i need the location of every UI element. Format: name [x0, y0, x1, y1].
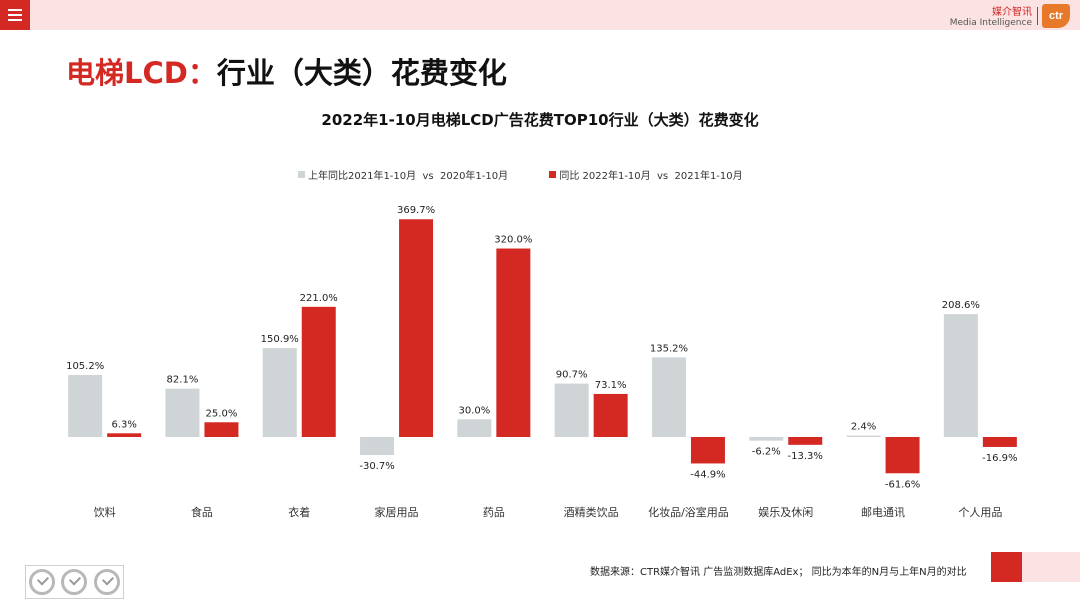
- chart-title: 2022年1-10月电梯LCD广告花费TOP10行业（大类）花费变化: [321, 111, 759, 129]
- bar-chart: 105.2% 6.3% 饮料 82.1% 25.0% 食品 150.9% 221.0% 衣着 -3…: [66, 205, 1017, 519]
- legend-item-current-year: 同比 2022年1-10月 vs 2021年1-10月: [549, 167, 743, 182]
- data-label-prev-5: 90.7%: [556, 370, 588, 381]
- legend-label-prev-year: 上年同比2021年1-10月 vs 2020年1-10月: [308, 171, 509, 182]
- bar-prev-2: [262, 348, 297, 437]
- page-title-accent: 电梯LCD：: [66, 56, 217, 90]
- logo-en: Media Intelligence: [949, 18, 1032, 28]
- bar-curr-0: [107, 433, 142, 437]
- category-label-3: 家居用品: [375, 505, 419, 519]
- category-label-0: 饮料: [94, 505, 116, 519]
- logo-divider: [1037, 7, 1038, 25]
- category-label-2: 衣着: [288, 505, 310, 519]
- data-label-prev-4: 30.0%: [458, 405, 490, 416]
- certification-badges: [25, 565, 124, 599]
- data-label-curr-5: 73.1%: [595, 380, 627, 391]
- sgs-cert-icon: [93, 569, 120, 595]
- data-label-curr-0: 6.3%: [111, 419, 136, 430]
- bar-curr-6: [690, 437, 725, 464]
- data-label-curr-4: 320.0%: [494, 235, 532, 246]
- logo-cn: 媒介智讯: [992, 7, 1032, 18]
- data-label-curr-7: -13.3%: [788, 451, 823, 462]
- ctr-logo-icon: ctr: [1042, 4, 1070, 28]
- bar-prev-5: [554, 383, 589, 437]
- top-bar: [0, 0, 1080, 30]
- data-label-curr-2: 221.0%: [300, 293, 338, 304]
- data-label-curr-9: -16.9%: [982, 453, 1017, 464]
- bar-prev-7: [749, 437, 784, 441]
- category-label-9: 个人用品: [958, 506, 1002, 519]
- legend-swatch-gray: [298, 171, 305, 178]
- category-label-5: 酒精类饮品: [564, 505, 619, 519]
- category-label-6: 化妆品/浴室用品: [648, 505, 729, 519]
- legend-swatch-red: [549, 171, 557, 178]
- bar-curr-5: [593, 393, 628, 437]
- data-label-prev-8: 2.4%: [851, 422, 876, 433]
- bar-prev-3: [360, 437, 395, 456]
- brand-logo-text: 媒介智讯 Media Intelligence: [950, 7, 1032, 29]
- source-note: 数据来源：CTR媒介智讯 广告监测数据库AdEx； 同比为本年的N月与上年N月的…: [590, 567, 967, 578]
- chart-legend: 上年同比2021年1-10月 vs 2020年1-10月 同比 2022年1-1…: [298, 167, 781, 182]
- category-label-1: 食品: [191, 505, 213, 519]
- bar-prev-1: [165, 388, 200, 437]
- category-label-4: 药品: [483, 506, 505, 519]
- page-title: 电梯LCD：行业（大类）花费变化: [66, 50, 507, 92]
- data-label-curr-6: -44.9%: [690, 469, 725, 480]
- data-label-prev-9: 208.6%: [942, 300, 980, 311]
- bar-prev-6: [651, 357, 686, 437]
- category-label-8: 邮电通讯: [861, 506, 905, 519]
- legend-label-current-year: 同比 2022年1-10月 vs 2021年1-10月: [559, 171, 743, 182]
- footer-pink-block: [1022, 552, 1080, 582]
- footer-accent-block: [991, 552, 1022, 582]
- bar-prev-8: [846, 435, 881, 437]
- data-label-prev-7: -6.2%: [752, 447, 781, 458]
- bar-curr-1: [204, 422, 239, 437]
- data-label-prev-0: 105.2%: [66, 361, 104, 372]
- bar-curr-3: [399, 219, 434, 437]
- bar-curr-7: [788, 437, 823, 445]
- data-label-curr-3: 369.7%: [397, 205, 435, 216]
- bar-prev-4: [457, 419, 492, 437]
- data-label-curr-1: 25.0%: [206, 408, 238, 419]
- hamburger-menu-icon[interactable]: [0, 0, 30, 30]
- sgs-cert-icon: [61, 569, 88, 595]
- sgs-cert-icon: [29, 569, 56, 595]
- legend-item-prev-year: 上年同比2021年1-10月 vs 2020年1-10月: [298, 167, 508, 182]
- data-label-prev-2: 150.9%: [261, 334, 299, 345]
- category-label-7: 娱乐及休闲: [758, 505, 813, 519]
- data-label-prev-3: -30.7%: [359, 461, 394, 472]
- bar-curr-8: [885, 437, 920, 474]
- bar-prev-0: [68, 375, 103, 437]
- bar-curr-4: [496, 248, 531, 437]
- bar-prev-9: [943, 314, 978, 437]
- page-title-main: 行业（大类）花费变化: [216, 56, 507, 90]
- bar-curr-2: [301, 306, 336, 437]
- bar-curr-9: [982, 437, 1017, 447]
- data-label-prev-1: 82.1%: [167, 375, 199, 386]
- data-label-prev-6: 135.2%: [650, 343, 688, 354]
- data-label-curr-8: -61.6%: [885, 479, 920, 490]
